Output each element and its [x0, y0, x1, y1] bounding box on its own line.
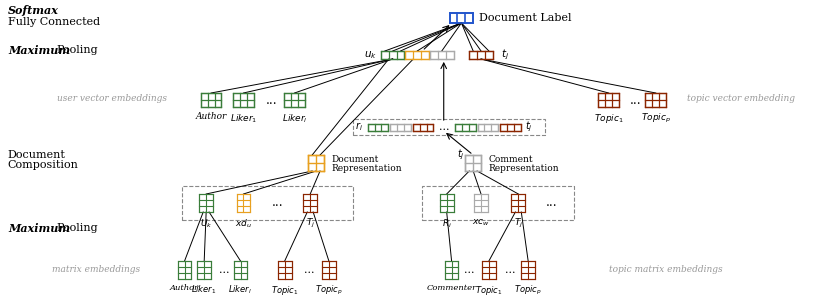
- FancyBboxPatch shape: [284, 93, 305, 107]
- FancyBboxPatch shape: [468, 51, 492, 59]
- FancyBboxPatch shape: [303, 194, 317, 212]
- Text: Pooling: Pooling: [56, 223, 97, 233]
- Text: $Liker_l$: $Liker_l$: [281, 112, 307, 125]
- Bar: [181, 186, 353, 220]
- FancyBboxPatch shape: [412, 124, 433, 130]
- Text: $Topic_1$: $Topic_1$: [593, 112, 622, 125]
- Text: $U_k$: $U_k$: [200, 217, 212, 230]
- Text: Pooling: Pooling: [56, 45, 97, 55]
- Text: Representation: Representation: [332, 163, 402, 173]
- Text: Author: Author: [170, 284, 199, 292]
- FancyBboxPatch shape: [521, 261, 534, 279]
- Bar: [422, 186, 573, 220]
- FancyBboxPatch shape: [464, 155, 481, 171]
- Bar: [353, 119, 544, 135]
- Text: topic matrix embeddings: topic matrix embeddings: [608, 266, 722, 274]
- Text: matrix embeddings: matrix embeddings: [52, 266, 140, 274]
- Text: Commenter: Commenter: [426, 284, 476, 292]
- Text: $T_j$: $T_j$: [513, 217, 523, 230]
- Text: $Topic_p$: $Topic_p$: [640, 112, 670, 125]
- FancyBboxPatch shape: [449, 13, 473, 23]
- FancyBboxPatch shape: [233, 261, 247, 279]
- FancyBboxPatch shape: [455, 124, 475, 130]
- Text: $Topic_1$: $Topic_1$: [474, 284, 502, 297]
- FancyBboxPatch shape: [199, 194, 213, 212]
- Text: Maximum: Maximum: [8, 44, 70, 55]
- Text: $t_j$: $t_j$: [457, 148, 464, 162]
- Text: $u_k$: $u_k$: [364, 49, 377, 61]
- FancyBboxPatch shape: [322, 261, 335, 279]
- Text: $Liker_l$: $Liker_l$: [229, 284, 252, 297]
- Text: ...: ...: [219, 265, 229, 275]
- Text: Maximum: Maximum: [8, 222, 70, 233]
- Text: ...: ...: [266, 94, 278, 106]
- Text: ...: ...: [505, 265, 515, 275]
- FancyBboxPatch shape: [367, 124, 387, 130]
- Text: $t_j$: $t_j$: [525, 120, 532, 134]
- Text: ...: ...: [464, 265, 474, 275]
- FancyBboxPatch shape: [477, 124, 498, 130]
- Text: $t_j$: $t_j$: [500, 48, 508, 62]
- FancyBboxPatch shape: [645, 93, 665, 107]
- Text: ...: ...: [545, 196, 557, 210]
- Text: $r_i$: $r_i$: [355, 121, 363, 133]
- FancyBboxPatch shape: [237, 194, 250, 212]
- Text: $R_i$: $R_i$: [441, 217, 451, 230]
- Text: Document Label: Document Label: [478, 13, 571, 23]
- Text: Fully Connected: Fully Connected: [8, 17, 100, 27]
- FancyBboxPatch shape: [500, 124, 520, 130]
- Text: user vector embeddings: user vector embeddings: [57, 94, 167, 103]
- Text: Composition: Composition: [8, 160, 79, 170]
- FancyBboxPatch shape: [429, 51, 453, 59]
- Text: Softmax: Softmax: [8, 5, 59, 16]
- FancyBboxPatch shape: [278, 261, 292, 279]
- FancyBboxPatch shape: [598, 93, 618, 107]
- Text: Author: Author: [195, 112, 226, 121]
- Text: topic vector embedding: topic vector embedding: [686, 94, 794, 103]
- FancyBboxPatch shape: [308, 155, 324, 171]
- Text: Comment: Comment: [488, 155, 533, 163]
- FancyBboxPatch shape: [444, 261, 458, 279]
- Text: Document: Document: [8, 150, 66, 160]
- FancyBboxPatch shape: [482, 261, 495, 279]
- FancyBboxPatch shape: [439, 194, 453, 212]
- Text: ...: ...: [439, 122, 450, 132]
- FancyBboxPatch shape: [405, 51, 428, 59]
- FancyBboxPatch shape: [511, 194, 525, 212]
- Text: ...: ...: [272, 196, 283, 210]
- FancyBboxPatch shape: [178, 261, 191, 279]
- FancyBboxPatch shape: [233, 93, 253, 107]
- Text: ...: ...: [630, 94, 641, 106]
- Text: $Topic_1$: $Topic_1$: [270, 284, 298, 297]
- FancyBboxPatch shape: [381, 51, 404, 59]
- Text: ...: ...: [304, 265, 314, 275]
- Text: Representation: Representation: [488, 163, 559, 173]
- Text: $Liker_1$: $Liker_1$: [191, 284, 217, 297]
- FancyBboxPatch shape: [197, 261, 210, 279]
- Text: $xc_w$: $xc_w$: [472, 217, 489, 227]
- FancyBboxPatch shape: [473, 194, 487, 212]
- Text: $xd_u$: $xd_u$: [235, 217, 251, 230]
- Text: Document: Document: [332, 155, 378, 163]
- Text: $Topic_p$: $Topic_p$: [314, 284, 342, 297]
- FancyBboxPatch shape: [390, 124, 410, 130]
- Text: $T_j$: $T_j$: [305, 217, 314, 230]
- Text: $Topic_p$: $Topic_p$: [514, 284, 541, 297]
- FancyBboxPatch shape: [201, 93, 221, 107]
- Text: $Liker_1$: $Liker_1$: [229, 112, 257, 125]
